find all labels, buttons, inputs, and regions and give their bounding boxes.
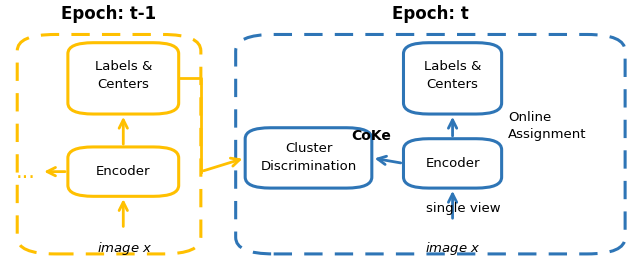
FancyBboxPatch shape [403,139,502,188]
FancyBboxPatch shape [17,34,201,254]
Text: Epoch: t: Epoch: t [392,6,469,24]
Text: Online
Assignment: Online Assignment [508,111,586,141]
Text: Epoch: t-1: Epoch: t-1 [62,6,156,24]
FancyBboxPatch shape [236,34,625,254]
Text: Cluster
Discrimination: Cluster Discrimination [260,143,357,173]
Text: Labels &
Centers: Labels & Centers [424,60,481,91]
Text: Labels &
Centers: Labels & Centers [95,60,152,91]
FancyBboxPatch shape [245,128,372,188]
Text: single view: single view [426,202,501,215]
FancyBboxPatch shape [68,43,179,114]
Text: Encoder: Encoder [425,157,480,170]
Text: ...: ... [15,162,36,182]
Text: image $x$: image $x$ [424,240,480,257]
Text: image $x$: image $x$ [97,240,153,257]
FancyBboxPatch shape [403,43,502,114]
FancyBboxPatch shape [68,147,179,196]
Text: Encoder: Encoder [96,165,151,178]
Text: CoKe: CoKe [351,129,391,143]
